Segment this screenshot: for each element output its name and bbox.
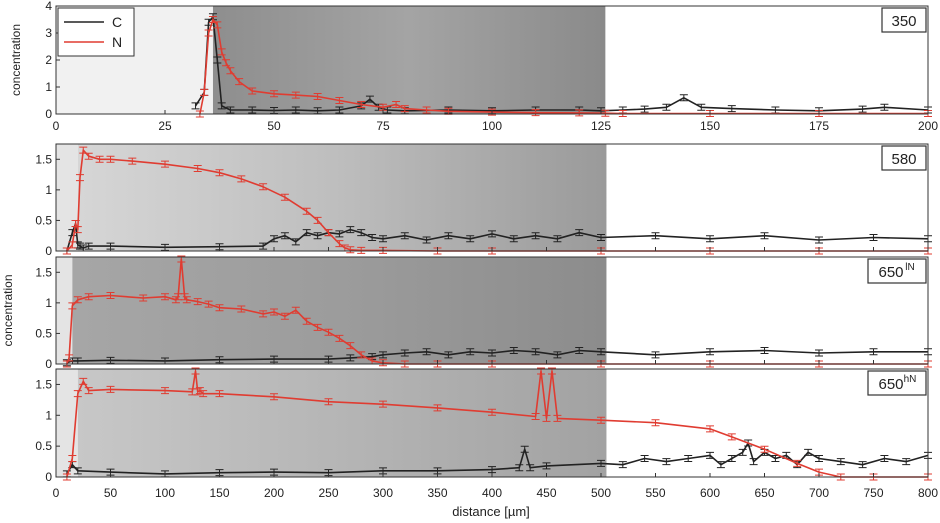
- y-tick-label: 1: [45, 183, 52, 197]
- condition-label-superscript: hN: [904, 374, 917, 385]
- x-tick-label: 400: [482, 486, 502, 500]
- condition-label-box: [881, 145, 927, 171]
- x-tick-label: 150: [700, 119, 720, 133]
- condition-label-box: [881, 7, 927, 33]
- y-tick-label: 0.5: [35, 213, 52, 227]
- micrograph-image: [77, 144, 607, 251]
- x-tick-label: 350: [427, 486, 447, 500]
- y-tick-label: 1.5: [35, 152, 52, 166]
- y-tick-label: 3: [45, 26, 52, 40]
- x-tick-label: 50: [267, 119, 281, 133]
- y-tick-label: 0: [45, 470, 52, 484]
- x-tick-label: 500: [591, 486, 611, 500]
- series-c: [62, 347, 932, 367]
- condition-label-text: 650: [878, 264, 903, 281]
- series-c-line: [66, 442, 929, 475]
- x-tick-label: 50: [104, 486, 118, 500]
- y-tick-label: 0: [45, 107, 52, 121]
- condition-label-box: [867, 258, 927, 284]
- y-tick-label: 0.5: [35, 439, 52, 453]
- x-tick-label: 125: [591, 119, 611, 133]
- x-tick-label: 650: [754, 486, 774, 500]
- y-tick-label: 1.5: [35, 377, 52, 391]
- condition-label-text: 350: [891, 13, 916, 30]
- y-tick-label: 1: [45, 408, 52, 422]
- x-tick-label: 700: [809, 486, 829, 500]
- x-tick-label: 75: [376, 119, 390, 133]
- y-axis-label: concentration: [9, 24, 23, 96]
- series-n: [62, 367, 932, 481]
- condition-label-superscript: lN: [905, 262, 914, 273]
- series-n: [195, 16, 932, 118]
- x-tick-label: 600: [700, 486, 720, 500]
- series-c-line: [66, 349, 928, 364]
- x-tick-label: 25: [158, 119, 172, 133]
- panel-650-hn: 0 0.5 1 1.5 0 50 100 150 200 250 300 350 400 450 500 55…: [35, 367, 938, 500]
- x-tick-label: 250: [318, 486, 338, 500]
- surface-layer: [56, 257, 73, 364]
- legend: CN: [57, 7, 135, 57]
- y-tick-label: 1.5: [35, 265, 52, 279]
- y-tick-label: 1: [45, 80, 52, 94]
- condition-label: 650 lN: [867, 258, 927, 284]
- condition-label: 580: [881, 145, 927, 171]
- panel-650-ln: 0 0.5 1 1.5 concentration 650 lN: [1, 255, 932, 371]
- x-tick-label: 200: [264, 486, 284, 500]
- y-tick-label: 0: [45, 244, 52, 258]
- panel-350: 0 1 2 3 4 0 25 50 75 100 125 150 175 200 concentration…: [9, 0, 938, 133]
- y-axis-label: concentration: [1, 274, 15, 346]
- x-tick-label: 550: [645, 486, 665, 500]
- y-tick-label: 0.5: [35, 326, 52, 340]
- series-n-line: [199, 18, 928, 115]
- x-tick-label: 150: [209, 486, 229, 500]
- condition-label-text: 580: [891, 151, 916, 168]
- micrograph-image: [77, 369, 607, 477]
- x-tick-label: 175: [809, 119, 829, 133]
- series-n-line: [66, 370, 928, 478]
- x-tick-label: 200: [918, 119, 938, 133]
- y-tick-label: 4: [45, 0, 52, 13]
- x-tick-label: 450: [536, 486, 556, 500]
- y-tick-label: 2: [45, 53, 52, 67]
- panel-580: 0 0.5 1 1.5 580: [35, 143, 932, 258]
- condition-label: 350: [881, 7, 927, 33]
- micrograph-image: [72, 257, 607, 364]
- micrograph-image: [212, 6, 606, 114]
- series-c: [62, 439, 932, 478]
- condition-label-box: [867, 370, 927, 396]
- legend-label-c: C: [112, 14, 122, 30]
- x-tick-label: 800: [918, 486, 938, 500]
- x-tick-label: 100: [482, 119, 502, 133]
- condition-label: 650 hN: [867, 370, 927, 396]
- x-tick-label: 300: [373, 486, 393, 500]
- y-tick-label: 1: [45, 296, 52, 310]
- series-c-line: [66, 222, 929, 252]
- x-axis-label: distance [µm]: [452, 504, 530, 519]
- x-tick-label: 0: [53, 119, 60, 133]
- x-tick-label: 100: [155, 486, 175, 500]
- legend-label-n: N: [112, 34, 122, 50]
- y-tick-label: 0: [45, 357, 52, 371]
- x-tick-label: 0: [53, 486, 60, 500]
- x-tick-label: 750: [863, 486, 883, 500]
- surface-layer: [56, 144, 78, 251]
- legend-box: [57, 7, 135, 57]
- condition-label-text: 650: [878, 376, 903, 393]
